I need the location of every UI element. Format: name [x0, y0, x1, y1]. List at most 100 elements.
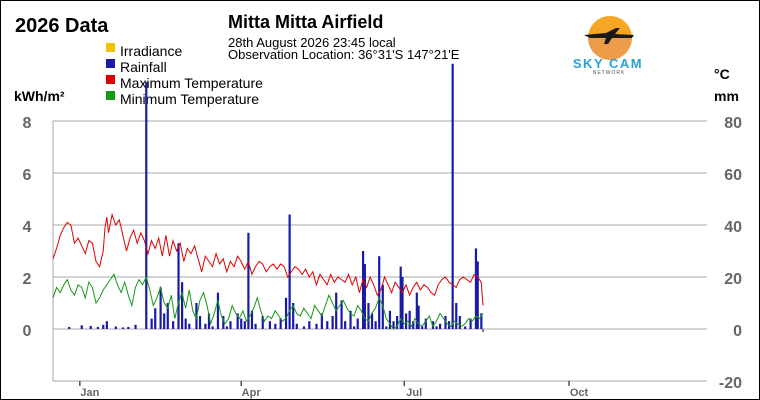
rainfall-bar: [308, 321, 311, 329]
rainfall-bar: [349, 310, 352, 329]
rainfall-bar: [166, 303, 169, 329]
rainfall-bar: [243, 321, 246, 329]
rainfall-bar: [424, 318, 427, 329]
legend-swatch-rainfall: [106, 59, 115, 68]
legend-label-rainfall: Rainfall: [120, 59, 167, 75]
rainfall-bar: [401, 277, 404, 329]
rainfall-bar: [469, 318, 472, 329]
year-title: 2026 Data: [15, 15, 109, 37]
logo-sun: [588, 16, 632, 38]
rainfall-bar: [274, 323, 277, 329]
rainfall-bar: [80, 325, 83, 329]
rainfall-bar: [216, 292, 220, 329]
rainfall-bar: [240, 318, 243, 329]
rainfall-bar: [435, 326, 438, 329]
left-tick-label: 6: [23, 167, 32, 184]
right-axis-label-rain: mm: [714, 88, 739, 104]
rainfall-bar: [114, 326, 117, 329]
max-temp-line: [52, 212, 484, 306]
rainfall-bar: [474, 248, 478, 329]
rainfall-bar: [421, 326, 424, 329]
rainfall-bar: [284, 297, 288, 329]
right-tick-label: 80: [724, 115, 742, 132]
rainfall-bar: [396, 316, 399, 329]
rainfall-bar: [288, 214, 291, 329]
legend-swatch-irradiance: [106, 43, 115, 52]
left-tick-label: 4: [23, 219, 32, 236]
rainfall-bar: [388, 310, 392, 329]
rainfall-bar: [415, 292, 418, 329]
rainfall-bar: [188, 323, 191, 329]
rainfall-bar: [367, 303, 370, 329]
rainfall-bar: [340, 300, 343, 329]
right-tick-label: 20: [724, 271, 742, 288]
right-axis-ticks: -20 0 20 40 60 80: [719, 115, 742, 392]
left-tick-label: 0: [23, 323, 32, 340]
rainfall-bar: [439, 323, 442, 329]
rainfall-bar: [102, 324, 105, 329]
rainfall-bar: [225, 326, 229, 329]
right-axis-label-temp: °C: [714, 66, 730, 82]
rainfall-bar: [127, 326, 130, 329]
plot-area: [52, 63, 484, 330]
rainfall-bar: [404, 313, 408, 329]
rainfall-bar: [261, 316, 264, 329]
left-axis-label: kWh/m²: [14, 88, 65, 104]
legend-swatch-max-temp: [106, 75, 115, 84]
station-title: Mitta Mitta Airfield: [228, 12, 383, 32]
logo-sun-base: [588, 38, 632, 60]
rainfall-bar: [181, 282, 184, 329]
left-axis-ticks: 0 2 4 6 8: [23, 115, 32, 340]
rainfall-bar: [361, 251, 365, 329]
rainfall-bar: [331, 316, 334, 329]
legend-label-min-temp: Minimum Temperature: [120, 91, 259, 107]
rainfall-bar: [198, 316, 202, 329]
rainfall-bar: [145, 82, 148, 329]
right-tick-label: -20: [719, 375, 742, 392]
location-text: Observation Location: 36°31'S 147°21'E: [228, 47, 460, 62]
rainfall-bar: [211, 326, 214, 329]
rainfall-bar: [370, 313, 374, 329]
logo-text: SKY CAM: [573, 56, 643, 71]
datetime-text: 28th August 2026 23:45 local: [228, 35, 396, 50]
rainfall-bar: [302, 326, 306, 329]
left-tick-label: 8: [23, 115, 32, 132]
right-tick-label: 40: [724, 219, 742, 236]
rainfall-bar: [344, 321, 347, 329]
legend-label-max-temp: Maximum Temperature: [120, 75, 263, 91]
rainfall-bar: [254, 323, 257, 329]
rainfall-bar: [159, 287, 162, 329]
rainfall-bar: [292, 303, 295, 329]
rainfall-bar: [247, 232, 250, 329]
rainfall-bar: [236, 313, 239, 329]
rainfall-bar: [250, 310, 254, 329]
rainfall-bar: [464, 326, 467, 329]
rainfall-bar: [121, 327, 125, 329]
legend-swatch-min-temp: [106, 91, 115, 100]
grid-lines: [52, 120, 707, 382]
rainfall-bar: [89, 325, 92, 329]
rainfall-bar: [279, 318, 282, 329]
rainfall-bar: [68, 326, 71, 329]
min-temp-line: [52, 273, 484, 330]
rainfall-bar: [480, 313, 483, 329]
rainfall-bar: [451, 63, 454, 330]
rainfall-bar: [96, 326, 99, 329]
rainfall-bar: [105, 321, 108, 329]
rainfall-bar: [134, 324, 137, 329]
rainfall-bar: [408, 310, 411, 329]
x-axis-ticks: Jan Apr Jul Oct: [79, 329, 589, 399]
rainfall-bar: [412, 321, 415, 329]
logo-subtext: NETWORK: [593, 70, 626, 76]
x-tick-label: Apr: [242, 387, 262, 399]
rainfall-bar: [207, 313, 211, 329]
rainfall-bar: [326, 321, 329, 329]
right-tick-label: 60: [724, 167, 742, 184]
rainfall-bar: [184, 318, 187, 329]
rainfall-bar: [399, 266, 402, 329]
legend: Irradiance Rainfall Maximum Temperature …: [106, 43, 263, 107]
logo-plane: [584, 28, 634, 44]
rainfall-bar: [455, 303, 458, 329]
rainfall-bar: [172, 321, 175, 329]
